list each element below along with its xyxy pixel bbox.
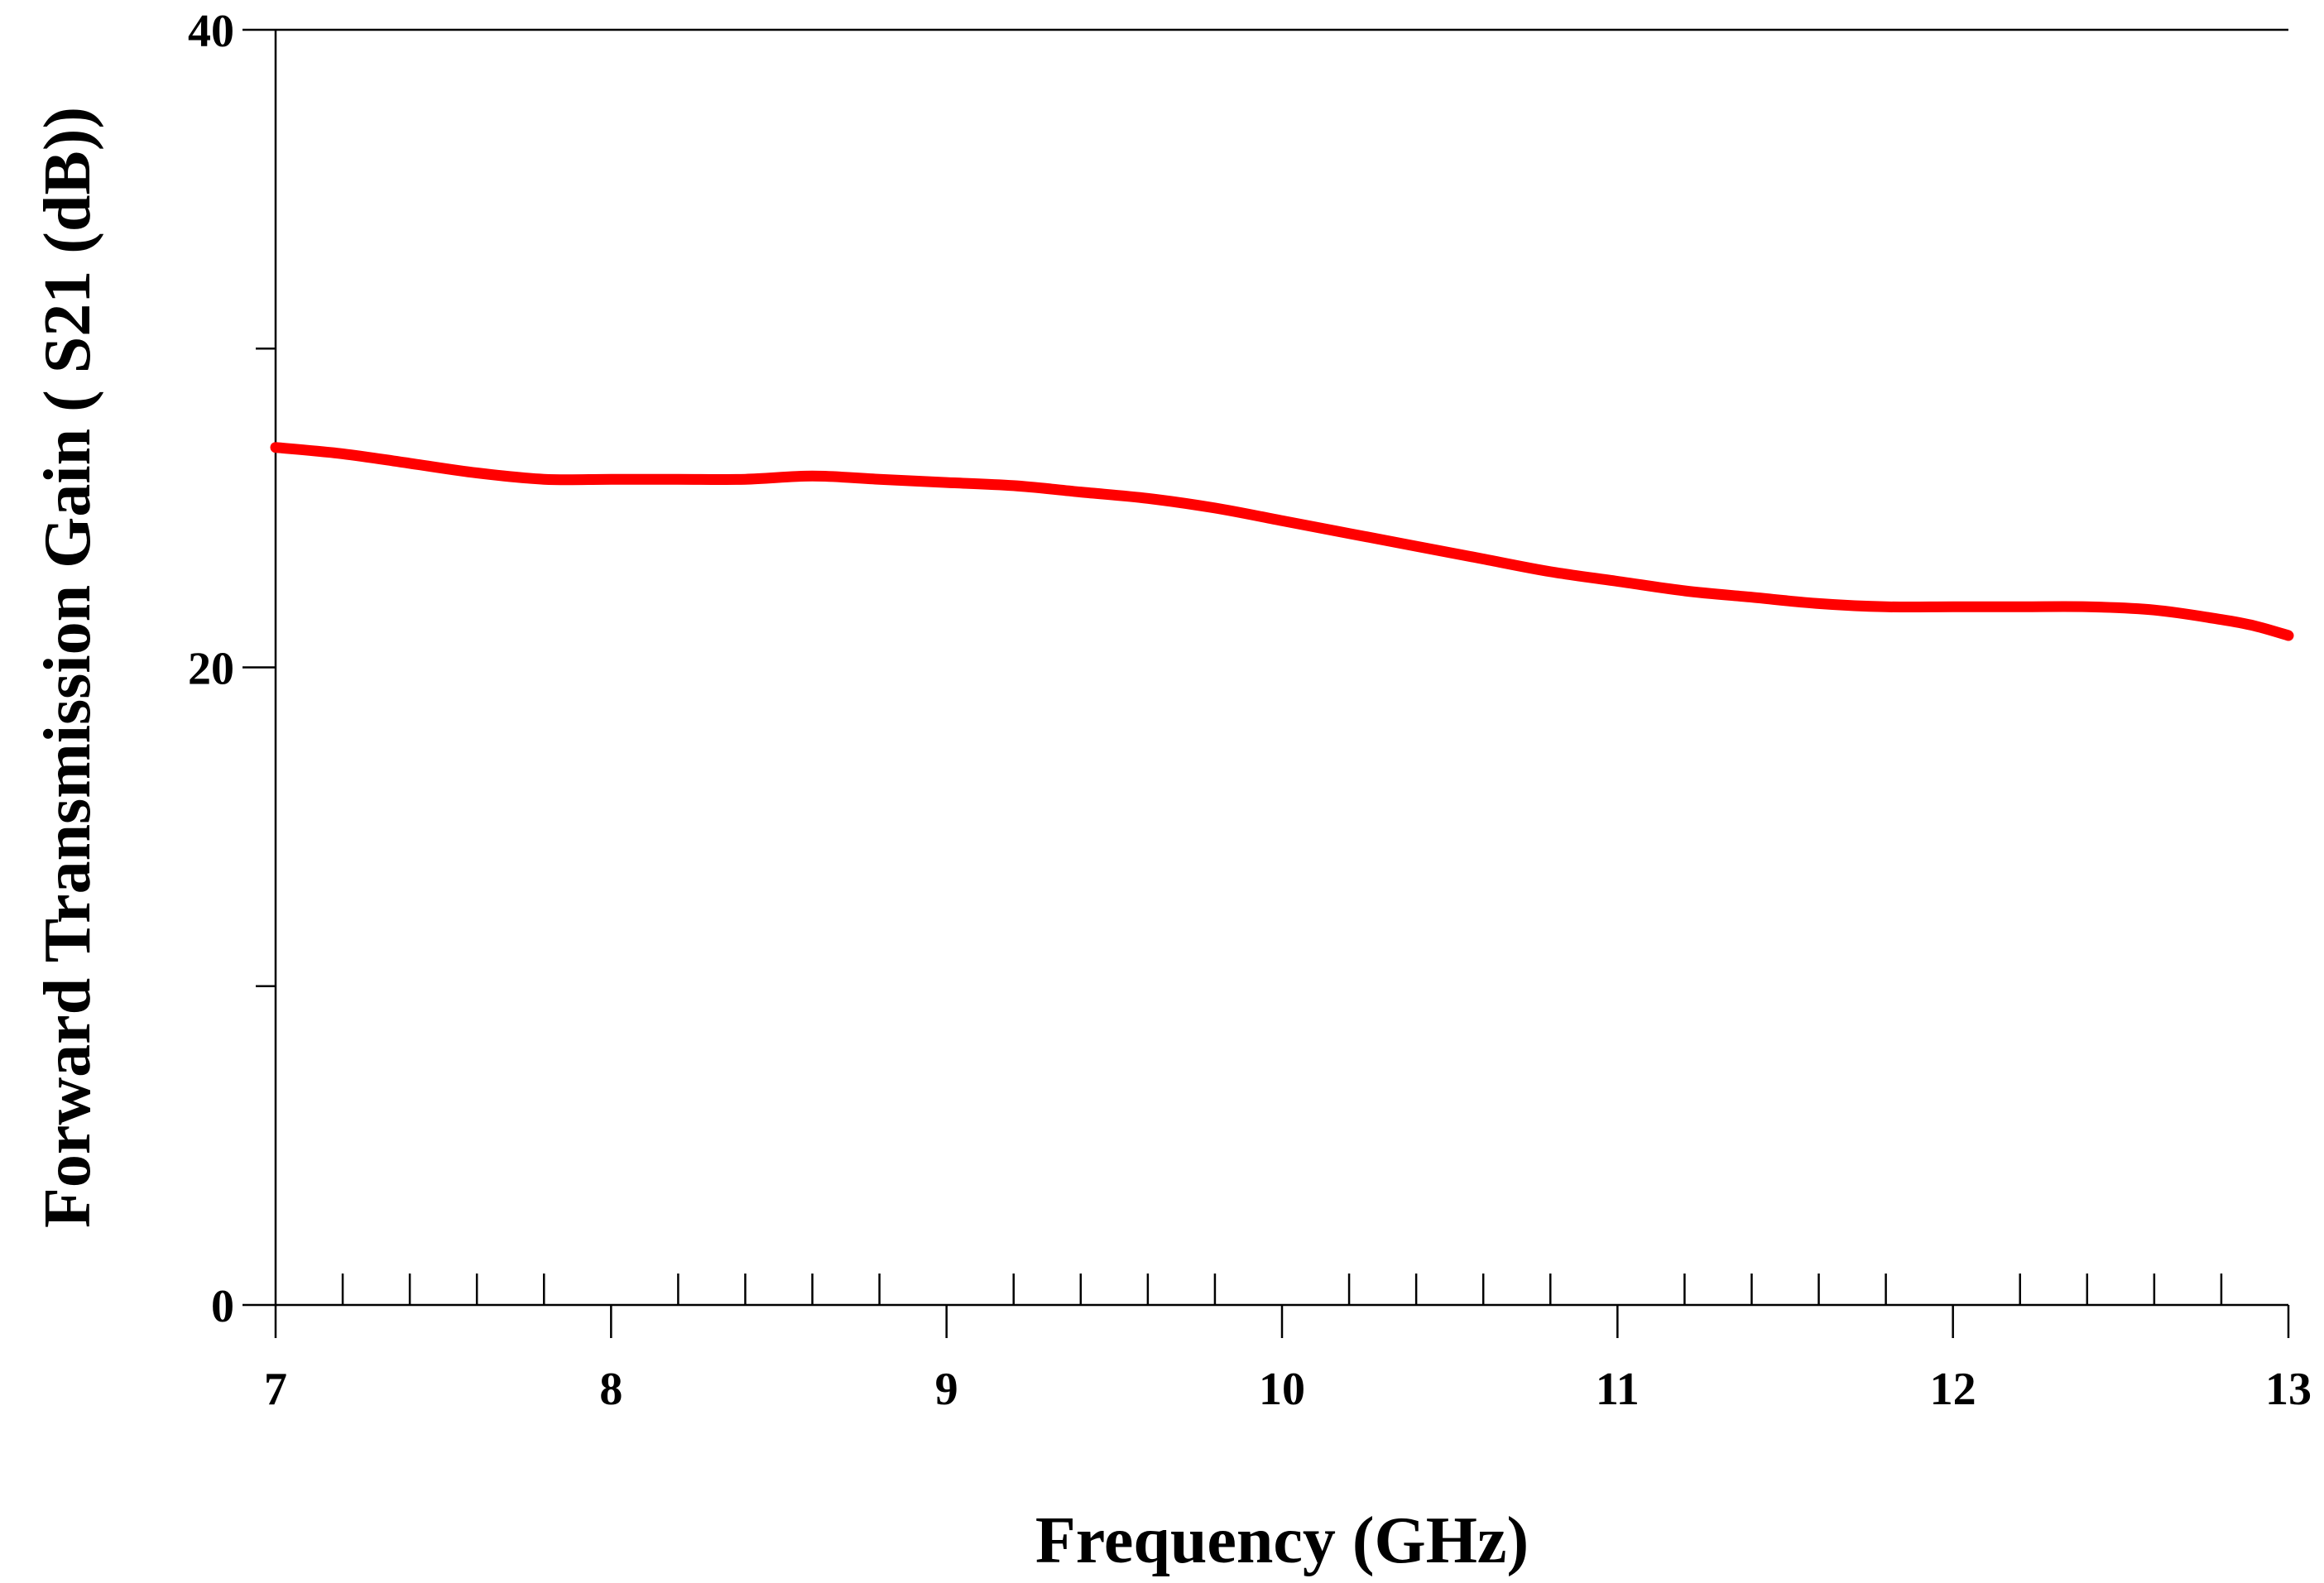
- axes: [274, 28, 2288, 1307]
- y-tick-label: 0: [211, 1281, 234, 1332]
- x-axis-tick-labels: 7 8 9 10 11 12 13: [264, 1364, 2312, 1415]
- y-tick-label: 20: [188, 644, 234, 695]
- x-tick-label: 13: [2265, 1364, 2312, 1415]
- y-tick-label: 40: [188, 6, 234, 57]
- y-axis-title: Forward Transmission Gain ( S21 (dB)): [31, 107, 104, 1228]
- x-axis-title: Frequency (GHz): [1035, 1504, 1529, 1577]
- x-tick-label: 7: [264, 1364, 287, 1415]
- series-line: [270, 442, 2294, 641]
- x-axis-ticks: [274, 1274, 2290, 1338]
- x-tick-label: 12: [1930, 1364, 1976, 1415]
- x-tick-label: 11: [1596, 1364, 1640, 1415]
- x-tick-label: 8: [599, 1364, 622, 1415]
- x-tick-label: 10: [1259, 1364, 1305, 1415]
- y-axis-tick-labels: 0 20 40: [188, 6, 234, 1332]
- x-tick-label: 9: [935, 1364, 958, 1415]
- y-axis-ticks: [242, 28, 276, 1307]
- series-group: [270, 442, 2294, 641]
